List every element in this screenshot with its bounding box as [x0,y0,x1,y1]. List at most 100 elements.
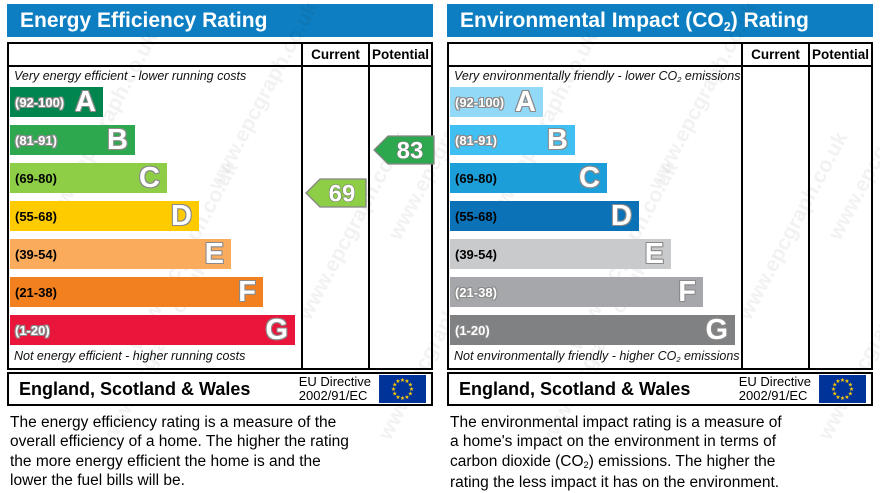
title-text: Energy Efficiency Rating [20,9,268,32]
svg-text:★: ★ [832,382,837,389]
title-text: Environmental Impact (CO [460,9,724,32]
band-letter: G [265,314,288,346]
watermark-text: www.epcgraph.co.uk [823,47,880,244]
energy-rating-table: www.epcgraph.co.uk www.epcgraph.co.uk www.… [7,0,502,454]
band-range-label: (39-54) [15,246,57,262]
top-caption: Very environmentally friendly - lower CO… [454,69,741,85]
band-letter: E [644,238,664,270]
svg-text:★: ★ [400,377,405,384]
rating-band-f: (21-38) F [450,277,703,307]
band-letter: E [204,238,224,270]
band-letter: G [705,314,728,346]
current-column-header: Current [751,47,800,62]
svg-text:★: ★ [831,386,836,393]
eu-directive-label: EU Directive 2002/91/EC [739,374,811,404]
svg-text:★: ★ [392,391,397,398]
environmental-rating-table: www.epcgraph.co.uk www.epcgraph.co.uk www.… [447,0,880,454]
directive-line2: 2002/91/EC [298,388,368,403]
rating-band-g: (1-20) G [10,315,295,345]
band-letter: D [611,200,632,232]
band-letter: C [139,162,160,194]
rating-band-e: (39-54) E [10,239,231,269]
svg-text:★: ★ [408,382,413,389]
rating-band-b: (81-91) B [450,125,575,155]
band-letter: C [579,162,600,194]
band-letter: B [107,124,128,156]
environmental-panel-title: Environmental Impact (CO2) Rating [447,4,873,37]
svg-text:★: ★ [832,391,837,398]
caption-text: Very environmentally friendly - lower CO [454,69,678,83]
band-range-label: (39-54) [455,246,497,262]
rating-band-g: (1-20) G [450,315,735,345]
rating-band-a: (92-100) A [10,87,103,117]
rating-band-a: (92-100) A [450,87,543,117]
svg-text:★: ★ [392,382,397,389]
svg-text:★: ★ [840,395,845,402]
svg-text:★: ★ [404,378,409,385]
band-range-label: (21-38) [455,284,497,300]
region-name: England, Scotland & Wales [19,378,251,399]
band-range-label: (55-68) [15,208,57,224]
bottom-caption: Not environmentally friendly - higher CO… [454,349,740,364]
rating-band-c: (69-80) C [10,163,167,193]
rating-band-b: (81-91) B [10,125,135,155]
svg-text:★: ★ [395,394,400,401]
caption-text: Not energy efficient - higher running co… [14,349,246,363]
energy-efficiency-panel: Energy Efficiency Rating www.epcgraph.co… [7,0,502,493]
current-column-divider [741,44,743,368]
svg-text:★: ★ [408,391,413,398]
band-range-label: (1-20) [455,322,490,338]
svg-text:★: ★ [849,386,854,393]
svg-text:★: ★ [409,386,414,393]
potential-column-divider [368,44,370,368]
region-name: England, Scotland & Wales [459,378,691,399]
environmental-description: The environmental impact rating is a mea… [450,413,836,492]
title-subscript: 2 [723,19,731,34]
band-range-label: (55-68) [455,208,497,224]
eu-flag-icon: ★ ★★ ★★★ ★★★ ★★★ [379,375,426,403]
header-divider [449,65,871,67]
caption-text-end: emissions [680,349,740,363]
band-range-label: (21-38) [15,284,57,300]
bottom-caption: Not energy efficient - higher running co… [14,349,245,363]
band-letter: F [678,276,696,308]
current-column-divider [301,44,303,368]
band-range-label: (69-80) [15,170,57,186]
region-bar: England, Scotland & Wales EU Directive 20… [7,372,433,406]
svg-text:83: 83 [397,138,424,165]
svg-text:★: ★ [835,394,840,401]
svg-text:★: ★ [395,378,400,385]
description-text: The environmental impact rating is a mea… [450,414,782,470]
eu-directive-label: EU Directive 2002/91/EC [298,373,371,404]
rating-band-c: (69-80) C [450,163,607,193]
directive-line1: EU Directive [298,373,371,389]
rating-band-d: (55-68) D [10,201,199,231]
band-range-label: (69-80) [455,170,497,186]
potential-column-divider [808,44,810,368]
current-rating-arrow: 69 [305,178,367,208]
rating-band-d: (55-68) D [450,201,639,231]
caption-subscript: 2 [677,75,682,85]
svg-text:69: 69 [329,181,356,208]
band-letter: F [238,276,256,308]
description-subscript: 2 [583,460,589,471]
title-text-end: ) Rating [730,9,809,32]
band-range-label: (92-100) [455,94,505,110]
svg-text:★: ★ [844,394,849,401]
band-range-label: (92-100) [15,94,65,110]
rating-band-e: (39-54) E [450,239,671,269]
eu-flag-icon: ★ ★★ ★★★ ★★★ ★★★ [819,375,866,403]
energy-description: The energy efficiency rating is a measur… [10,413,396,492]
caption-text-end: emissions [681,69,741,83]
description-text: The energy efficiency rating is a measur… [10,414,349,489]
potential-column-header: Potential [811,47,869,62]
potential-column-header: Potential [371,47,429,62]
description-text-end: ) emissions. The higher the rating the l… [450,452,780,491]
caption-text: Not environmentally friendly - higher CO [454,349,677,363]
top-caption: Very energy efficient - lower running co… [14,69,246,83]
band-letter: B [547,124,568,156]
band-range-label: (81-91) [455,132,497,148]
rating-band-f: (21-38) F [10,277,263,307]
svg-text:★: ★ [404,394,409,401]
